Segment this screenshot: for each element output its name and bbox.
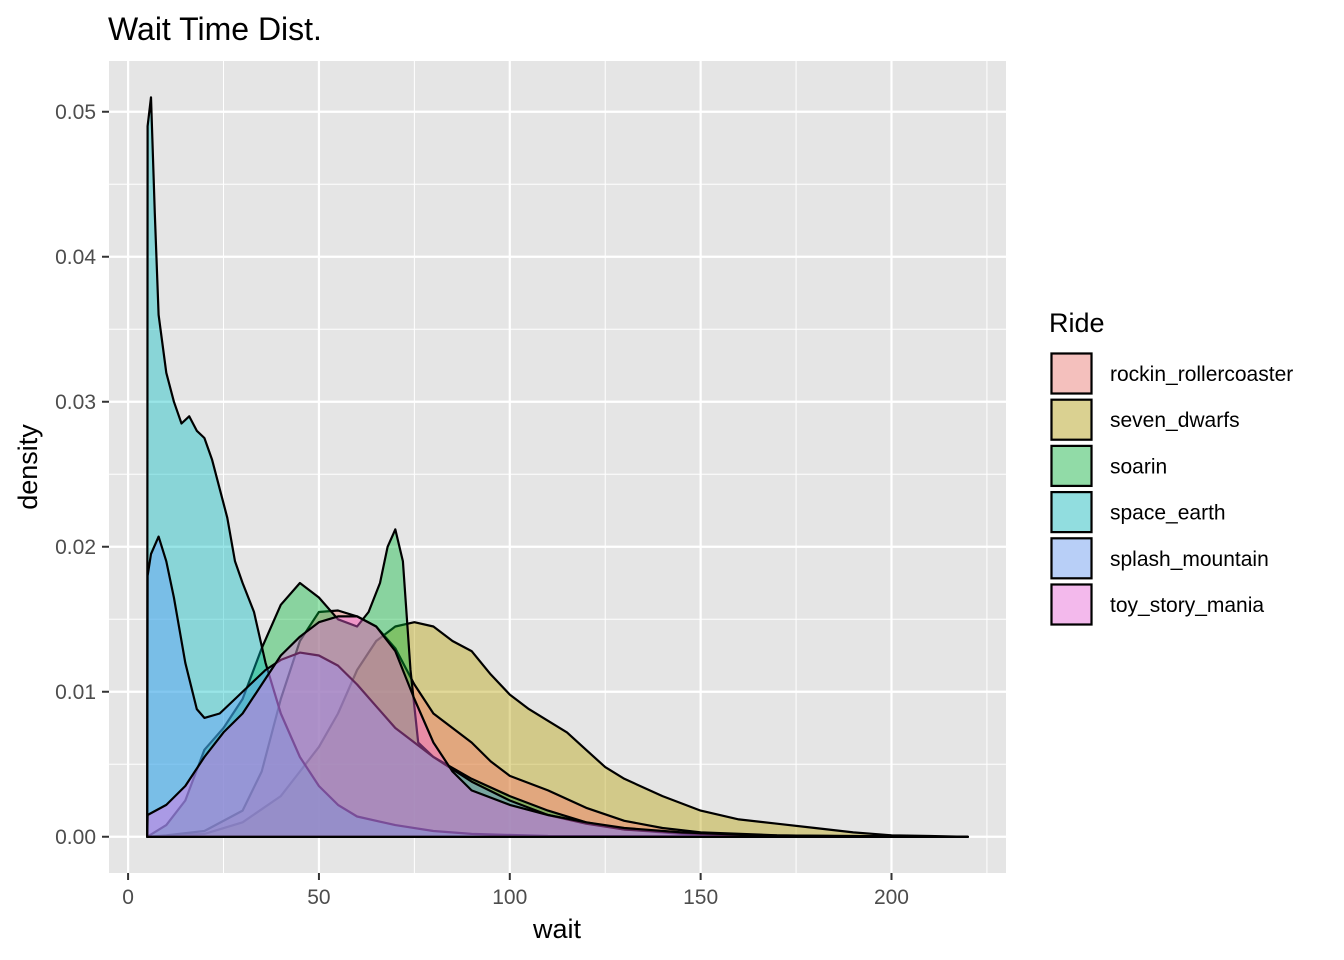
y-tick-label: 0.04 xyxy=(55,246,96,269)
density-area-toy-story-mania xyxy=(146,615,969,838)
legend-label: rockin_rollercoaster xyxy=(1110,363,1293,386)
legend-swatch xyxy=(1050,537,1093,580)
legend-item-toy-story-mania: toy_story_mania xyxy=(1050,583,1264,626)
y-tick-label: 0.05 xyxy=(55,101,96,124)
legend-item-rockin-rollercoaster: rockin_rollercoaster xyxy=(1050,352,1293,395)
legend-swatch xyxy=(1050,444,1093,487)
legend-item-soarin: soarin xyxy=(1050,444,1167,488)
density-area-splash-mountain xyxy=(146,535,969,838)
legend-key-background xyxy=(1050,444,1093,488)
x-tick-label: 150 xyxy=(683,886,718,909)
y-tick-label: 0.02 xyxy=(55,536,96,559)
y-tick-label: 0.01 xyxy=(55,681,96,704)
y-axis-title: density xyxy=(13,424,43,510)
x-tick-label: 50 xyxy=(307,886,330,909)
x-tick-label: 200 xyxy=(874,886,909,909)
legend: Ride rockin_rollercoaster seven_dwarfssoa… xyxy=(1049,308,1293,626)
legend-label: splash_mountain xyxy=(1110,548,1269,571)
density-areas xyxy=(146,96,969,838)
legend-label: space_earth xyxy=(1110,502,1226,525)
legend-key-background xyxy=(1050,352,1093,395)
legend-key-background xyxy=(1050,536,1093,580)
legend-item-splash-mountain: splash_mountain xyxy=(1050,536,1269,580)
legend-key-background xyxy=(1050,583,1093,626)
x-axis-title: wait xyxy=(532,914,582,944)
x-tick-label: 0 xyxy=(122,886,134,909)
grid xyxy=(109,61,1006,873)
legend-key-background xyxy=(1050,398,1093,442)
y-tick-label: 0.03 xyxy=(55,391,96,414)
legend-item-space-earth: space_earth xyxy=(1050,490,1226,534)
legend-key-background xyxy=(1050,490,1093,534)
legend-swatch xyxy=(1050,491,1093,534)
chart-title: Wait Time Dist. xyxy=(108,11,322,47)
x-tick-label: 100 xyxy=(492,886,527,909)
density-area-space-earth xyxy=(146,96,969,838)
legend-label: toy_story_mania xyxy=(1110,594,1264,617)
y-tick-label: 0.00 xyxy=(55,826,96,849)
density-area-seven-dwarfs xyxy=(146,621,969,838)
density-area-rockin-rollercoaster xyxy=(146,609,969,838)
axes: 0 50 100 150 200 0.00 0.01 0.02 0.03 0.04 0.05 xyxy=(55,101,909,909)
legend-item-seven-dwarfs: seven_dwarfs xyxy=(1050,398,1240,442)
legend-swatch xyxy=(1050,352,1093,395)
legend-swatch xyxy=(1050,583,1093,626)
legend-title: Ride xyxy=(1049,308,1105,338)
legend-label: soarin xyxy=(1110,455,1167,478)
plot-panel xyxy=(109,61,1006,873)
legend-swatch xyxy=(1050,398,1093,441)
legend-label: seven_dwarfs xyxy=(1110,409,1240,432)
